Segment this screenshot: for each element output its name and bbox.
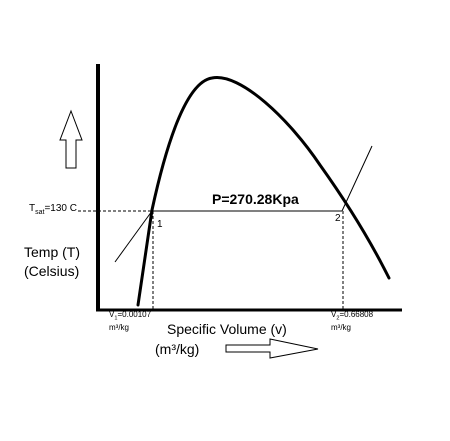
- right-arrow-icon: [225, 338, 319, 359]
- tsat-label: Tsat=130 C: [29, 203, 77, 216]
- v2-label: V2=0.66808 m³/kg: [331, 310, 374, 332]
- y-axis-label-line2: (Celsius): [24, 262, 80, 279]
- y-axis-label: Temp (T) (Celsius): [24, 243, 80, 281]
- v1-label: V1=0.00107 m³/kg: [109, 310, 152, 332]
- x-axis-label: Specific Volume (v) (m³/kg): [155, 319, 287, 360]
- pressure-label: P=270.28Kpa: [212, 191, 299, 207]
- x-axis-label-line2: (m³/kg): [155, 341, 200, 358]
- v2-unit: m³/kg: [331, 322, 351, 332]
- up-arrow-icon: [59, 109, 83, 169]
- x-axis-label-line1: Specific Volume (v): [167, 321, 287, 337]
- isobar-liquid-line: [114, 210, 153, 263]
- saturation-dome-curve: [136, 76, 391, 307]
- point-1-label: 1: [157, 219, 163, 230]
- isobar-vapor-line: [341, 145, 373, 212]
- y-axis-label-line1: Temp (T): [24, 244, 80, 260]
- point-2-label: 2: [335, 213, 341, 224]
- v1-unit: m³/kg: [109, 322, 129, 332]
